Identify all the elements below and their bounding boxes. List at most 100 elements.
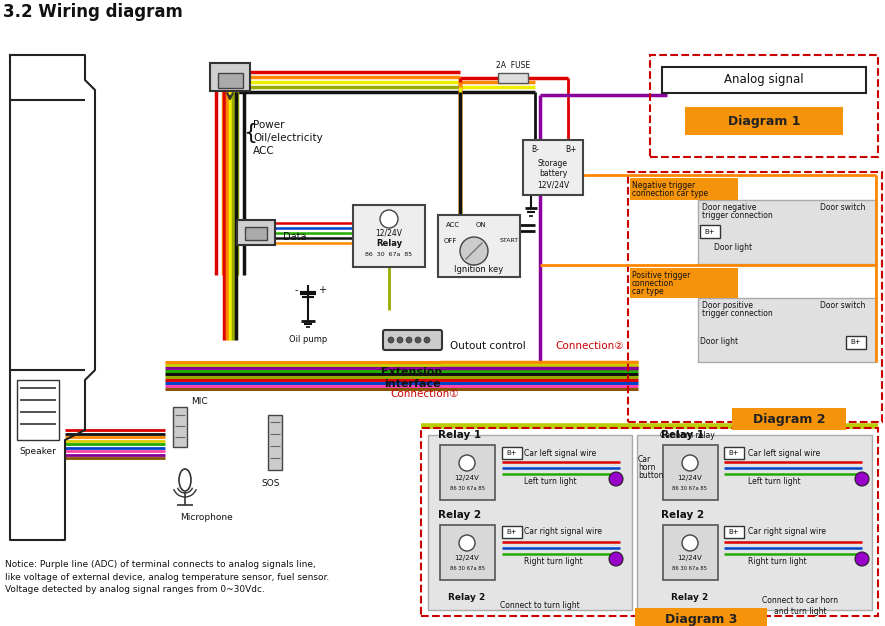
Text: Relay 2: Relay 2 [672, 593, 709, 602]
Text: Car left signal wire: Car left signal wire [524, 448, 596, 458]
Text: Notice: Purple line (ADC) of terminal connects to analog signals line,
like volt: Notice: Purple line (ADC) of terminal co… [5, 560, 329, 594]
Text: connection car type: connection car type [632, 190, 708, 198]
Text: Oil/electricity: Oil/electricity [253, 133, 323, 143]
Text: ACC: ACC [253, 146, 274, 156]
Text: Diagram 2: Diagram 2 [753, 413, 825, 426]
Text: Oil pump: Oil pump [289, 334, 327, 344]
Circle shape [415, 337, 421, 343]
Text: 12/24V: 12/24V [375, 228, 403, 237]
Text: -: - [294, 285, 297, 295]
Text: Ignition key: Ignition key [454, 265, 504, 274]
Text: 86 30 67a 85: 86 30 67a 85 [450, 565, 484, 570]
Text: Relay 2: Relay 2 [438, 510, 481, 520]
Circle shape [459, 455, 475, 471]
Text: 12/24V: 12/24V [455, 555, 480, 561]
Text: Car horn relay: Car horn relay [660, 431, 715, 441]
Text: Car: Car [638, 456, 651, 464]
Text: 86 30 67a 85: 86 30 67a 85 [673, 565, 707, 570]
Text: Door light: Door light [714, 244, 752, 252]
Text: Positive trigger: Positive trigger [632, 272, 690, 280]
Circle shape [855, 552, 869, 566]
Text: Left turn light: Left turn light [524, 478, 577, 486]
Bar [662, 67, 866, 93]
Text: Relay 2: Relay 2 [661, 510, 704, 520]
Text: Storage: Storage [538, 160, 568, 168]
Text: interface: interface [384, 379, 440, 389]
Bar [440, 525, 495, 580]
Text: Door switch: Door switch [820, 203, 866, 212]
Text: Car left signal wire: Car left signal wire [748, 448, 820, 458]
Text: horn: horn [638, 463, 656, 473]
Text: car type: car type [632, 287, 664, 297]
Circle shape [609, 472, 623, 486]
Bar [523, 140, 583, 195]
Circle shape [388, 337, 394, 343]
Text: trigger connection: trigger connection [702, 212, 773, 220]
Text: Diagram 1: Diagram 1 [727, 115, 800, 128]
Circle shape [682, 455, 698, 471]
Text: B+: B+ [728, 450, 739, 456]
Bar [650, 55, 878, 157]
Circle shape [855, 472, 869, 486]
Bar [502, 526, 522, 538]
Text: 2A  FUSE: 2A FUSE [496, 61, 530, 69]
Text: button: button [638, 471, 664, 481]
Text: 12/24V: 12/24V [678, 555, 703, 561]
Text: B+: B+ [507, 450, 518, 456]
Text: OFF: OFF [444, 238, 458, 244]
Text: 3.2 Wiring diagram: 3.2 Wiring diagram [3, 3, 183, 21]
Text: Right turn light: Right turn light [748, 558, 806, 567]
Text: MIC: MIC [191, 396, 208, 406]
Text: B+: B+ [850, 339, 861, 346]
Text: Relay 1: Relay 1 [438, 430, 481, 440]
Text: Door negative: Door negative [702, 203, 757, 212]
Text: SOS: SOS [262, 478, 281, 488]
Bar [846, 336, 866, 349]
Text: Power: Power [253, 120, 284, 130]
Text: Connect to turn light: Connect to turn light [500, 602, 580, 610]
Text: Door switch: Door switch [820, 302, 866, 310]
Text: battery: battery [539, 170, 567, 178]
Text: ON: ON [476, 222, 487, 228]
Text: B+: B+ [704, 228, 715, 235]
Bar [685, 107, 843, 135]
Text: Door light: Door light [700, 337, 738, 347]
Text: 86  30  67a  85: 86 30 67a 85 [366, 252, 412, 257]
Bar [502, 447, 522, 459]
Bar [173, 407, 187, 447]
Text: 86 30 67a 85: 86 30 67a 85 [673, 486, 707, 491]
Bar [440, 445, 495, 500]
Text: 12/24V: 12/24V [455, 475, 480, 481]
Bar [438, 215, 520, 277]
Circle shape [397, 337, 403, 343]
Bar [698, 298, 876, 362]
Text: 12/24V: 12/24V [678, 475, 703, 481]
Bar [630, 268, 738, 298]
Bar [698, 200, 876, 264]
Bar [210, 63, 250, 91]
Bar [237, 220, 275, 245]
Bar [628, 172, 882, 422]
Bar [17, 380, 59, 440]
Text: Speaker: Speaker [19, 448, 57, 456]
Bar [663, 445, 718, 500]
Bar [268, 415, 282, 470]
Text: ACC: ACC [446, 222, 460, 228]
Text: Microphone: Microphone [180, 513, 233, 523]
Text: Right turn light: Right turn light [524, 558, 582, 567]
Bar [245, 227, 267, 240]
Bar [732, 408, 846, 430]
Text: Relay: Relay [376, 239, 402, 247]
Bar [700, 225, 720, 238]
Text: Left turn light: Left turn light [748, 478, 801, 486]
Text: connection: connection [632, 279, 674, 289]
Bar [421, 428, 878, 616]
Text: +: + [318, 285, 326, 295]
Circle shape [459, 535, 475, 551]
Circle shape [424, 337, 430, 343]
Text: Diagram 3: Diagram 3 [665, 612, 737, 625]
Bar [637, 435, 872, 610]
Text: Connect to car horn
and turn light: Connect to car horn and turn light [762, 597, 838, 616]
Circle shape [406, 337, 412, 343]
Text: Relay 2: Relay 2 [449, 593, 486, 602]
